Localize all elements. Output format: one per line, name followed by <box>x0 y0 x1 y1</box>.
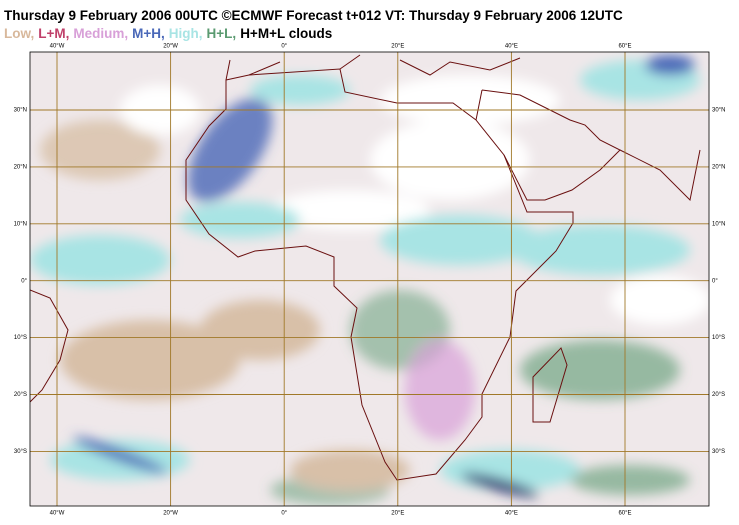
lon-label: 60°E <box>618 44 631 50</box>
lat-label: 20°N <box>712 164 725 170</box>
legend-item: Low, <box>4 26 34 41</box>
legend-item: High, <box>169 26 203 41</box>
graticule-labels: 40°W 40°W 20°W 20°W 0° 0° 20°E 20°E 40°E 40°E 60°E… <box>14 44 726 517</box>
lon-label: 20°W <box>163 511 178 517</box>
legend-item: M+H, <box>132 26 165 41</box>
lat-label: 10°N <box>712 221 725 227</box>
europe-coast <box>225 54 521 81</box>
lon-label: 40°E <box>505 511 518 517</box>
title: Thursday 9 February 2006 00UTC ©ECMWF Fo… <box>4 8 623 23</box>
lon-label: 40°W <box>50 511 65 517</box>
lat-label: 10°N <box>14 221 27 227</box>
lon-label: 40°W <box>50 44 65 50</box>
india-coast <box>619 149 701 202</box>
arabia-coast <box>475 89 621 201</box>
legend-item: H+M+L clouds <box>240 26 332 41</box>
africa-coast <box>185 68 574 481</box>
lat-label: 20°N <box>14 164 27 170</box>
cloud-field <box>30 55 709 505</box>
legend: Low, L+M, Medium, M+H, High, H+L, H+M+L clouds <box>4 26 332 41</box>
lat-label: 20°S <box>14 392 27 398</box>
graticule <box>30 52 709 506</box>
lon-label: 0° <box>281 44 287 50</box>
coastlines <box>30 54 701 481</box>
lat-label: 10°S <box>712 335 725 341</box>
lon-label: 60°E <box>618 511 631 517</box>
map <box>30 52 709 506</box>
lat-label: 30°S <box>14 449 27 455</box>
map-frame <box>29 51 710 507</box>
legend-item: H+L, <box>207 26 237 41</box>
lat-label: 0° <box>21 278 27 284</box>
lat-label: 30°S <box>712 449 725 455</box>
lon-label: 0° <box>281 511 287 517</box>
lat-label: 30°N <box>712 108 725 114</box>
lon-label: 20°E <box>391 511 404 517</box>
lon-label: 20°W <box>163 44 178 50</box>
south-america-coast <box>30 289 69 403</box>
lat-label: 30°N <box>14 108 27 114</box>
lon-label: 40°E <box>505 44 518 50</box>
madagascar-coast <box>532 347 568 423</box>
lat-label: 20°S <box>712 392 725 398</box>
lat-label: 10°S <box>14 335 27 341</box>
legend-item: L+M, <box>38 26 69 41</box>
lat-label: 0° <box>712 278 718 284</box>
legend-item: Medium, <box>73 26 128 41</box>
lon-label: 20°E <box>391 44 404 50</box>
